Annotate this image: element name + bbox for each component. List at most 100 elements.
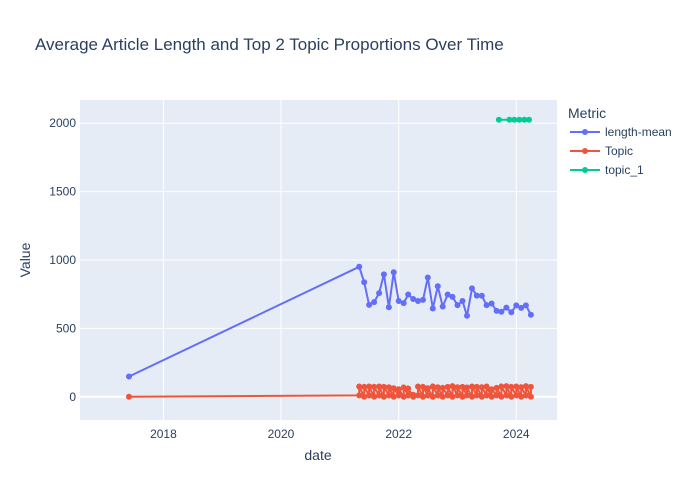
data-point (454, 384, 461, 391)
data-point (508, 309, 515, 316)
data-point (518, 384, 525, 391)
data-point (483, 302, 490, 309)
data-point (424, 385, 431, 392)
data-point (420, 393, 426, 400)
data-point (434, 384, 441, 391)
data-point (526, 116, 532, 123)
data-point (371, 299, 378, 306)
x-tick-label: 2020 (268, 427, 295, 441)
data-point (522, 383, 529, 390)
data-point (424, 274, 431, 281)
data-point (513, 392, 520, 399)
data-point (380, 383, 387, 390)
data-point (493, 392, 500, 399)
data-point (366, 383, 373, 390)
data-point (513, 383, 520, 390)
data-point (527, 311, 534, 318)
series-layer (126, 116, 534, 401)
data-point (380, 393, 387, 400)
data-point (521, 116, 528, 123)
data-point (380, 271, 387, 278)
data-point (429, 305, 436, 312)
data-point (508, 393, 515, 400)
data-point (405, 392, 412, 399)
legend-swatch-marker (582, 129, 588, 135)
data-point (527, 383, 534, 390)
data-point (522, 302, 529, 309)
data-point (454, 302, 461, 309)
data-point (356, 392, 363, 399)
data-point (473, 383, 480, 390)
data-point (503, 383, 510, 390)
data-point (371, 393, 378, 400)
data-point (469, 383, 475, 390)
data-point (498, 383, 505, 390)
data-point (361, 383, 368, 390)
data-point (376, 290, 383, 297)
data-point (400, 393, 407, 400)
data-point (488, 393, 495, 400)
data-point (356, 383, 363, 390)
data-point (410, 391, 417, 398)
data-point (483, 392, 490, 399)
data-point (503, 304, 510, 311)
data-point (449, 293, 456, 300)
x-tick-label: 2024 (503, 427, 530, 441)
data-point (444, 383, 451, 390)
data-point (516, 116, 523, 123)
data-point (395, 386, 402, 393)
legend-label: length-mean (605, 125, 672, 139)
data-point (503, 392, 510, 399)
data-point (390, 385, 397, 392)
series-length-mean (126, 263, 534, 380)
data-point (429, 383, 436, 390)
data-point (508, 383, 515, 390)
x-axis-ticks: 2018 2020 2022 2024 (150, 427, 530, 441)
y-tick-label: 2000 (49, 116, 76, 130)
legend-item[interactable]: length-mean (570, 125, 672, 139)
data-point (518, 393, 525, 400)
data-point (444, 392, 451, 399)
data-point (385, 392, 392, 399)
data-point (473, 292, 480, 299)
data-point (415, 298, 421, 304)
data-point (478, 292, 485, 299)
data-point (493, 307, 500, 314)
legend-label: Topic (605, 144, 633, 158)
data-point (464, 384, 470, 391)
legend-item[interactable]: Topic (570, 144, 633, 158)
data-point (488, 386, 495, 393)
data-point (420, 296, 426, 303)
legend: Metric length-mean Topic topic_1 (568, 105, 672, 177)
legend-item[interactable]: topic_1 (570, 163, 644, 177)
data-point (518, 304, 525, 311)
y-tick-label: 0 (69, 390, 76, 404)
data-point (483, 383, 490, 390)
data-point (439, 384, 446, 391)
data-point (478, 384, 485, 391)
data-point (527, 393, 534, 400)
data-point (434, 392, 441, 399)
data-point (390, 393, 397, 400)
legend-title: Metric (568, 105, 606, 121)
y-tick-label: 1000 (49, 253, 76, 267)
data-point (376, 383, 383, 390)
legend-swatch-marker (582, 148, 588, 154)
data-point (459, 393, 466, 400)
data-point (405, 385, 412, 392)
data-point (434, 283, 441, 290)
legend-label: topic_1 (605, 163, 644, 177)
legend-swatch-marker (582, 167, 588, 173)
data-point (459, 383, 466, 390)
data-point (493, 384, 500, 391)
data-point (415, 392, 421, 399)
data-point (410, 296, 417, 302)
data-point (495, 116, 502, 123)
data-point (439, 393, 446, 400)
data-point (415, 383, 421, 390)
x-axis-label: date (304, 447, 331, 463)
data-point (459, 298, 466, 304)
data-point (498, 308, 505, 315)
data-point (356, 263, 363, 270)
